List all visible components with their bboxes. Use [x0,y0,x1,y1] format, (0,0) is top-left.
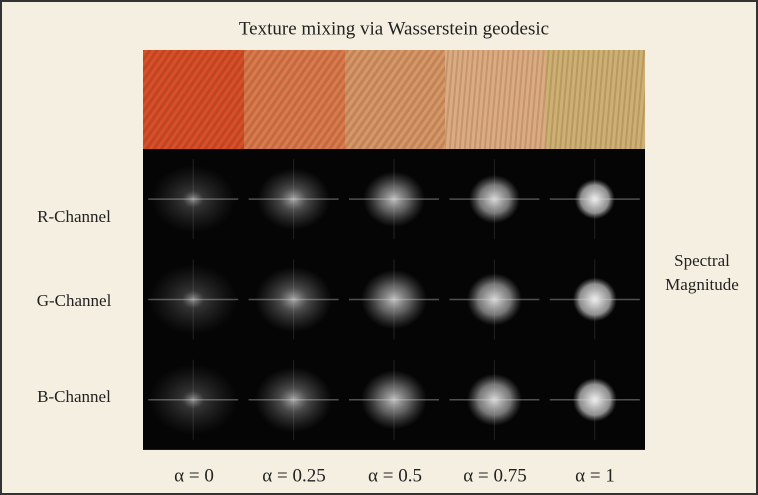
texture-pattern [445,50,645,149]
alpha-label: α = 0 [174,465,214,486]
row-label: G-Channel [37,291,112,310]
title: Texture mixing via Wasserstein geodesic [239,18,549,39]
alpha-label: α = 0.25 [262,465,325,486]
alpha-label: α = 0.75 [463,465,526,486]
texture-strip [143,50,645,149]
side-label: Spectral [674,251,730,270]
alpha-label: α = 0.5 [368,465,422,486]
texture-pattern [143,50,445,149]
row-label: R-Channel [37,207,111,226]
figure: Texture mixing via Wasserstein geodesic … [0,0,758,495]
spectral-grid [143,149,645,450]
alpha-label: α = 1 [575,465,615,486]
row-label: B-Channel [37,387,111,406]
side-label: Magnitude [665,275,739,294]
